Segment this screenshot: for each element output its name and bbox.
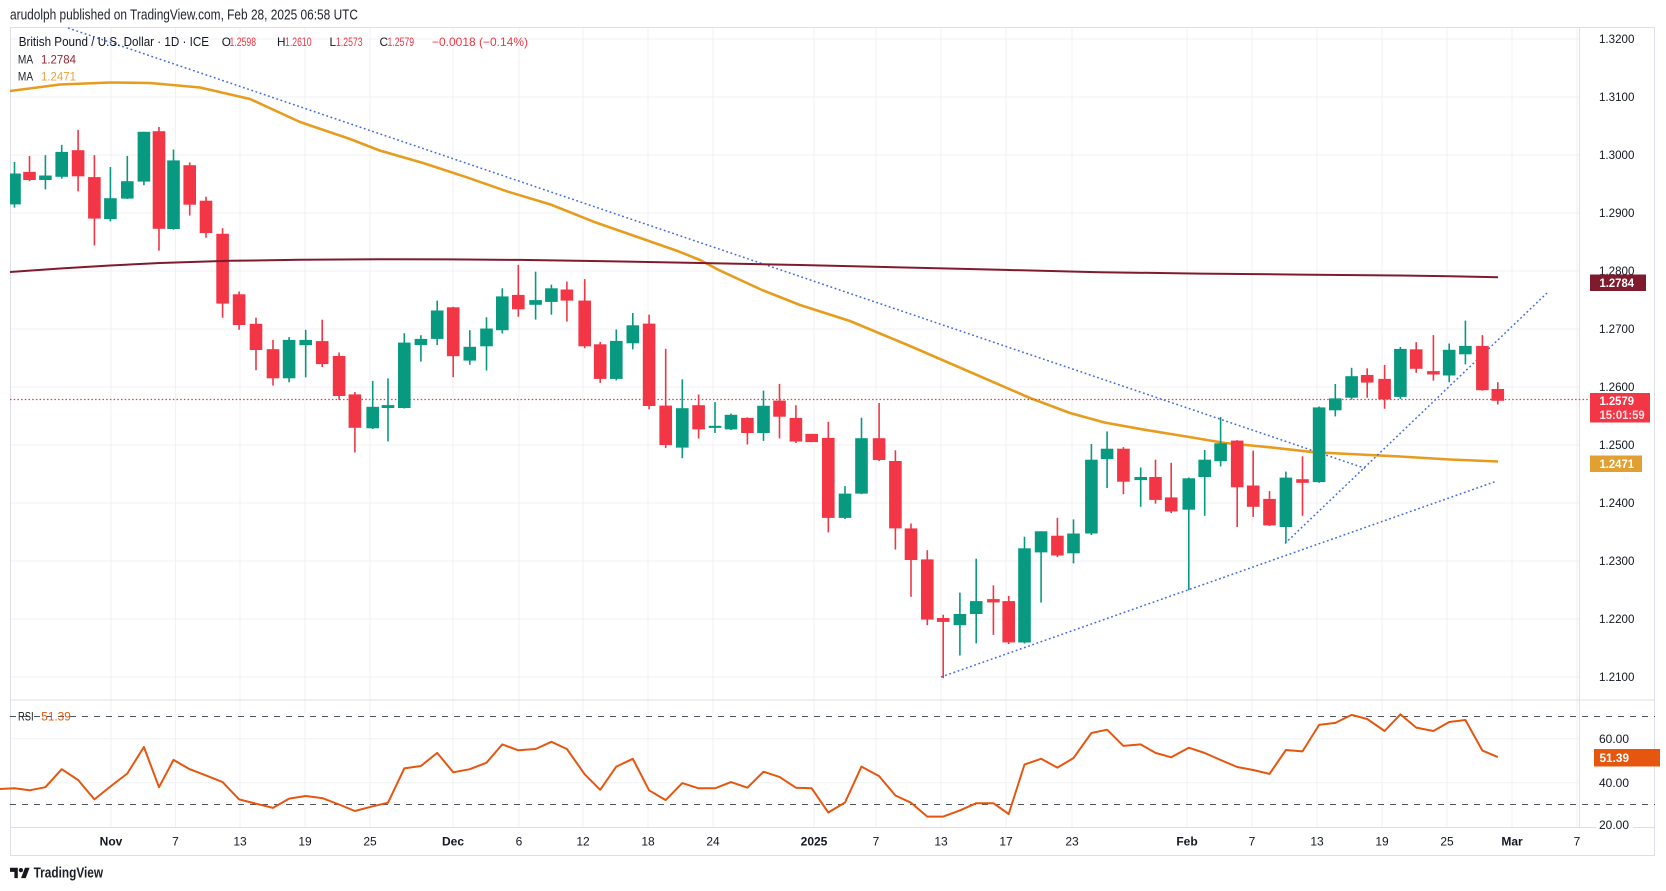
svg-text:1.2900: 1.2900 — [1599, 206, 1635, 220]
svg-text:H: H — [277, 35, 286, 49]
svg-text:24: 24 — [706, 835, 720, 849]
svg-text:1.3100: 1.3100 — [1599, 90, 1635, 104]
svg-text:1.2100: 1.2100 — [1599, 670, 1635, 684]
svg-text:19: 19 — [298, 835, 312, 849]
svg-text:1.2579: 1.2579 — [388, 35, 415, 49]
svg-text:MA: MA — [18, 69, 34, 83]
svg-text:7: 7 — [1574, 835, 1581, 849]
svg-text:7: 7 — [873, 835, 880, 849]
svg-text:1.2471: 1.2471 — [1600, 457, 1635, 471]
svg-text:25: 25 — [363, 835, 377, 849]
svg-text:7: 7 — [172, 835, 179, 849]
svg-text:1.3000: 1.3000 — [1599, 148, 1635, 162]
svg-text:1.2610: 1.2610 — [285, 35, 312, 49]
svg-text:60.00: 60.00 — [1599, 732, 1629, 746]
svg-text:1.2784: 1.2784 — [1600, 276, 1635, 290]
svg-text:1.2598: 1.2598 — [230, 35, 257, 49]
svg-text:O: O — [222, 35, 231, 49]
svg-text:23: 23 — [1065, 835, 1079, 849]
svg-text:1.2500: 1.2500 — [1599, 438, 1635, 452]
svg-text:1.2579: 1.2579 — [1600, 394, 1635, 408]
svg-text:40.00: 40.00 — [1599, 776, 1629, 790]
svg-text:17: 17 — [999, 835, 1013, 849]
svg-text:British Pound / U.S. Dollar ·: British Pound / U.S. Dollar · 1D · ICE — [19, 35, 209, 49]
svg-text:18: 18 — [641, 835, 655, 849]
svg-text:1.2300: 1.2300 — [1599, 554, 1635, 568]
svg-text:19: 19 — [1375, 835, 1389, 849]
svg-text:−0.0018 (−0.14%): −0.0018 (−0.14%) — [432, 35, 528, 49]
svg-text:51.39: 51.39 — [1600, 751, 1630, 765]
svg-text:L: L — [330, 35, 337, 49]
svg-text:13: 13 — [233, 835, 247, 849]
svg-text:1.2700: 1.2700 — [1599, 322, 1635, 336]
svg-text:1.2200: 1.2200 — [1599, 612, 1635, 626]
svg-text:arudolph published on TradingV: arudolph published on TradingView.com, F… — [10, 8, 358, 24]
svg-text:C: C — [380, 35, 389, 49]
svg-text:1.3200: 1.3200 — [1599, 32, 1635, 46]
svg-text:25: 25 — [1440, 835, 1454, 849]
svg-text:MA: MA — [18, 53, 34, 67]
svg-text:1.2784: 1.2784 — [41, 53, 76, 67]
svg-text:1.2471: 1.2471 — [41, 69, 76, 83]
svg-text:13: 13 — [934, 835, 948, 849]
svg-text:1.2573: 1.2573 — [336, 35, 363, 49]
svg-text:15:01:59: 15:01:59 — [1600, 408, 1645, 422]
svg-text:1.2400: 1.2400 — [1599, 496, 1635, 510]
svg-text:RSI: RSI — [18, 710, 34, 724]
svg-text:12: 12 — [576, 835, 590, 849]
svg-text:6: 6 — [516, 835, 523, 849]
svg-text:51.39: 51.39 — [41, 710, 71, 724]
svg-text:2025: 2025 — [801, 835, 828, 849]
svg-text:Feb: Feb — [1176, 835, 1197, 849]
svg-text:Nov: Nov — [100, 835, 123, 849]
svg-text:13: 13 — [1310, 835, 1324, 849]
svg-text:TradingView: TradingView — [34, 865, 104, 881]
svg-text:20.00: 20.00 — [1599, 818, 1629, 832]
svg-text:Dec: Dec — [442, 835, 464, 849]
svg-text:Mar: Mar — [1501, 835, 1523, 849]
svg-text:7: 7 — [1249, 835, 1256, 849]
svg-text:1.2600: 1.2600 — [1599, 380, 1635, 394]
